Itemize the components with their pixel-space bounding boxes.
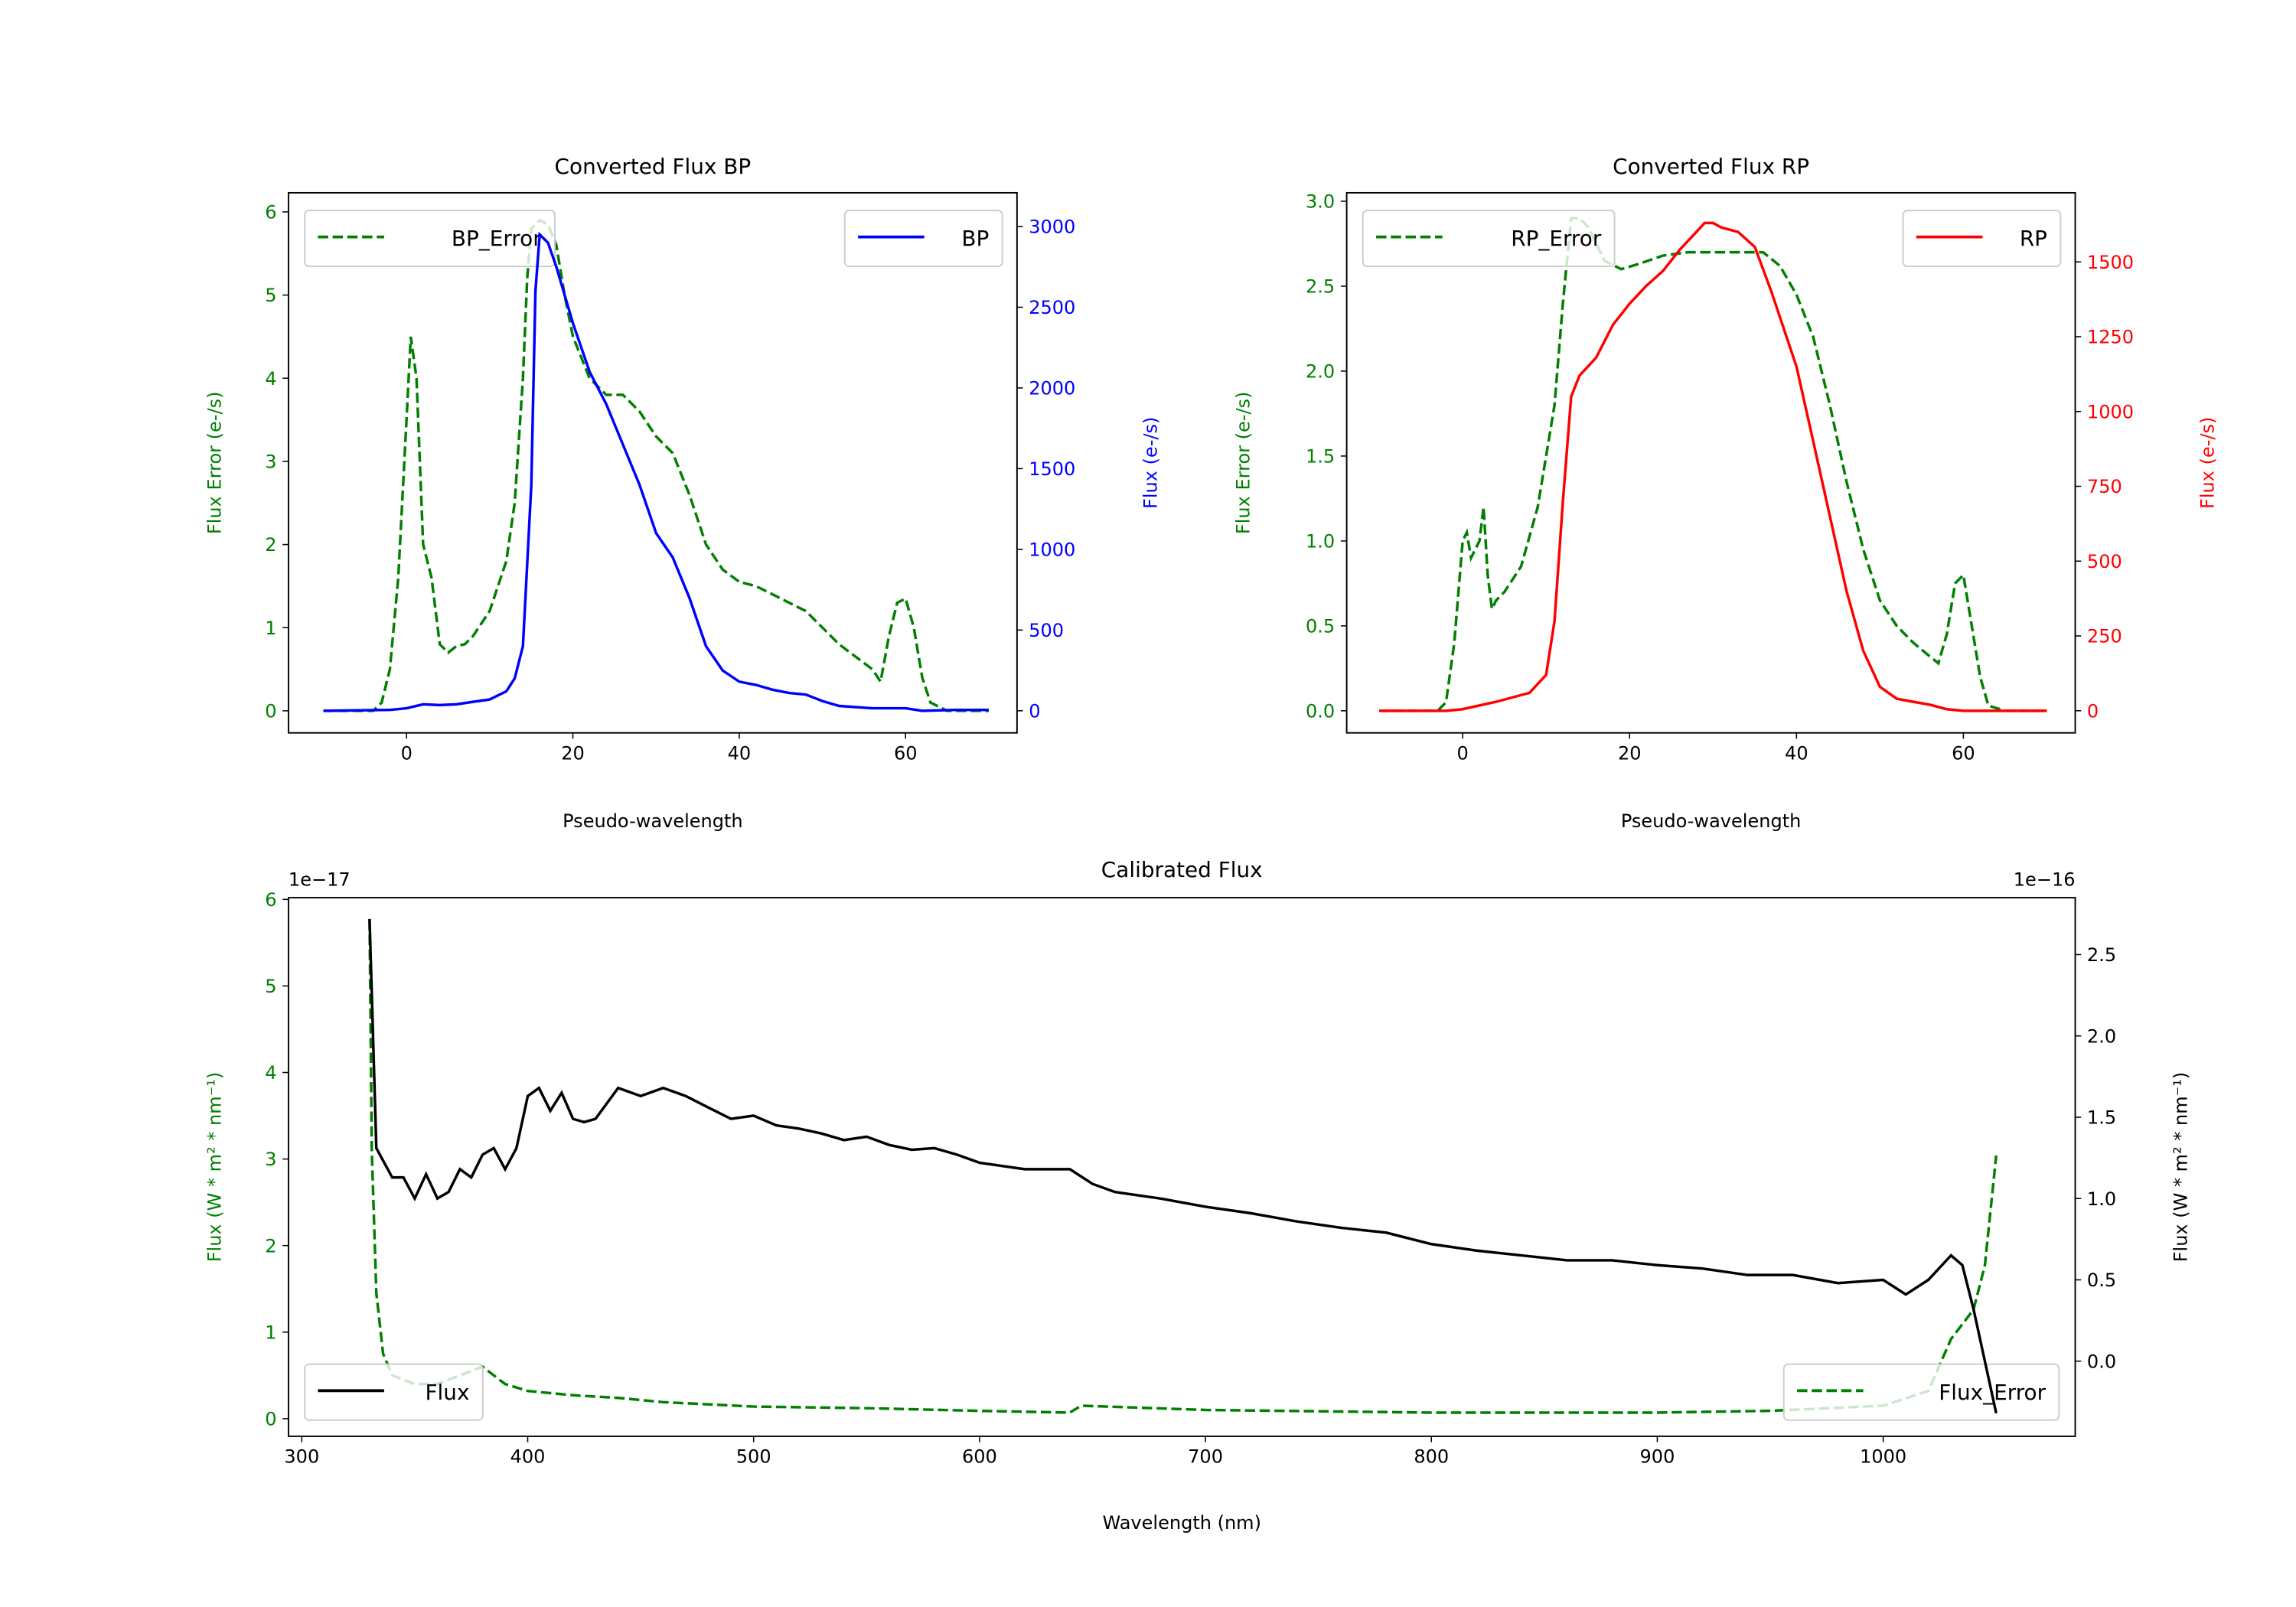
- legend-label: BP_Error: [452, 226, 542, 251]
- rp-right-y-tick-label: 250: [2087, 626, 2122, 647]
- bp-right-y-tick-label: 2000: [1029, 378, 1075, 399]
- rp-left-y-tick-label: 1.0: [1306, 531, 1335, 553]
- rp-left-y-tick-label: 0.5: [1306, 616, 1335, 637]
- cal-left-y-tick-label: 3: [265, 1149, 276, 1170]
- cal-left-y-tick-label: 2: [265, 1235, 276, 1257]
- legend-box: [304, 1363, 484, 1421]
- cal-x-tick-label: 600: [962, 1446, 997, 1468]
- bp-left-y-tick-label: 3: [265, 451, 276, 473]
- cal-x-tick-label: 700: [1188, 1446, 1223, 1468]
- cal-x-tick-label: 900: [1640, 1446, 1675, 1468]
- rp-left-y-tick-label: 1.5: [1306, 446, 1335, 468]
- rp-left-y-tick-label: 3.0: [1306, 191, 1335, 213]
- cal-x-tick-label: 800: [1414, 1446, 1449, 1468]
- cal-right-y-axis-label: Flux (W * m² * nm⁻¹): [2170, 1072, 2192, 1263]
- cal-x-tick-label: 400: [510, 1446, 546, 1468]
- bp-left-y-tick-label: 6: [265, 202, 276, 223]
- cal-x-tick-label: 300: [284, 1446, 319, 1468]
- bp-axes-frame: [287, 191, 1018, 734]
- rp-series-rp: [1379, 221, 2047, 712]
- rp-left-y-axis-label: Flux Error (e-/s): [1233, 392, 1254, 535]
- cal-right-y-tick-label: 2.5: [2087, 944, 2116, 966]
- cal-right-y-tick-label: 1.5: [2087, 1107, 2116, 1129]
- bp-x-tick-label: 40: [728, 742, 752, 764]
- cal-right-offset-label: 1e−16: [2014, 869, 2076, 891]
- bp-left-y-tick-label: 5: [265, 285, 276, 306]
- bp-right-y-axis-label: Flux (e-/s): [1140, 417, 1162, 509]
- rp-left-y-tick-label: 0.0: [1306, 700, 1335, 722]
- rp-right-y-axis-label: Flux (e-/s): [2197, 417, 2218, 509]
- cal-left-y-axis-label: Flux (W * m² * nm⁻¹): [204, 1072, 225, 1263]
- rp-right-y-tick-label: 750: [2087, 476, 2122, 497]
- bp-legend-right: BP: [843, 210, 1003, 268]
- cal-left-y-tick-label: 4: [265, 1062, 276, 1084]
- legend-label: RP: [2020, 226, 2047, 251]
- rp-x-tick-label: 60: [1952, 742, 1975, 764]
- cal-left-y-tick-label: 5: [265, 976, 276, 997]
- cal-right-y-tick-label: 2.0: [2087, 1025, 2116, 1047]
- bp-x-tick-label: 60: [894, 742, 918, 764]
- cal-left-offset-label: 1e−17: [289, 869, 351, 891]
- cal-right-y-tick-label: 0.0: [2087, 1351, 2116, 1372]
- rp-legend-right: RP: [1902, 210, 2062, 268]
- cal-x-tick-label: 1000: [1860, 1446, 1906, 1468]
- rp-right-y-tick-label: 1250: [2087, 327, 2134, 348]
- rp-left-y-tick-label: 2.5: [1306, 276, 1335, 298]
- cal-right-y-tick-label: 0.5: [2087, 1270, 2116, 1291]
- bp-chart: Converted Flux BP Pseudo-wavelength Flux E…: [204, 154, 1161, 832]
- bp-left-y-axis-label: Flux Error (e-/s): [204, 392, 225, 535]
- rp-left-y-tick-label: 2.0: [1306, 361, 1335, 383]
- rp-series-rp-error: [1379, 217, 2047, 712]
- bp-title: Converted Flux BP: [555, 154, 752, 179]
- cal-right-y-tick-label: 1.0: [2087, 1188, 2116, 1210]
- rp-right-y-tick-label: 1500: [2087, 252, 2134, 273]
- cal-axes-frame: [287, 897, 2076, 1437]
- cal-x-axis-label: Wavelength (nm): [1103, 1512, 1261, 1534]
- rp-x-tick-label: 0: [1457, 742, 1469, 764]
- cal-series-flux: [368, 918, 1998, 1414]
- legend-label: BP: [961, 226, 989, 251]
- rp-right-y-tick-label: 1000: [2087, 401, 2134, 422]
- rp-right-y-tick-label: 500: [2087, 551, 2122, 572]
- bp-right-y-tick-label: 500: [1029, 620, 1064, 641]
- legend-box: [1362, 210, 1616, 268]
- bp-series-bp: [323, 231, 989, 712]
- cal-chart: Calibrated Flux Wavelength (nm) Flux (W * …: [204, 857, 2191, 1534]
- legend-label: Flux: [426, 1380, 470, 1405]
- bp-x-tick-label: 0: [401, 742, 413, 764]
- cal-x-tick-label: 500: [736, 1446, 771, 1468]
- bp-right-y-tick-label: 1500: [1029, 458, 1075, 480]
- bp-series-bp-error: [323, 218, 989, 712]
- rp-chart: Converted Flux RP Pseudo-wavelength Flux E…: [1233, 154, 2219, 832]
- rp-legend-left: RP_Error: [1362, 210, 1616, 268]
- bp-left-y-tick-label: 2: [265, 534, 276, 556]
- legend-box: [1782, 1363, 2060, 1421]
- cal-legend-right: Flux: [304, 1363, 484, 1421]
- bp-left-y-tick-label: 4: [265, 368, 276, 390]
- rp-x-tick-label: 20: [1618, 742, 1642, 764]
- cal-left-y-tick-label: 0: [265, 1409, 276, 1430]
- rp-x-tick-label: 40: [1785, 742, 1808, 764]
- rp-axes-frame: [1345, 191, 2076, 734]
- bp-x-axis-label: Pseudo-wavelength: [563, 810, 743, 832]
- cal-series-flux-error: [368, 920, 1998, 1414]
- cal-title: Calibrated Flux: [1101, 857, 1263, 882]
- cal-left-y-tick-label: 1: [265, 1322, 276, 1343]
- rp-x-axis-label: Pseudo-wavelength: [1621, 810, 1802, 832]
- bp-left-y-tick-label: 1: [265, 618, 276, 639]
- bp-right-y-tick-label: 0: [1029, 700, 1040, 722]
- bp-right-y-tick-label: 3000: [1029, 217, 1075, 238]
- bp-left-y-tick-label: 0: [265, 701, 276, 722]
- bp-legend-left: BP_Error: [304, 210, 556, 268]
- bp-x-tick-label: 20: [561, 742, 585, 764]
- legend-label: RP_Error: [1511, 226, 1602, 251]
- bp-right-y-tick-label: 1000: [1029, 539, 1075, 561]
- cal-left-y-tick-label: 6: [265, 889, 276, 911]
- rp-title: Converted Flux RP: [1613, 154, 1809, 179]
- cal-legend-left: Flux_Error: [1782, 1363, 2060, 1421]
- rp-right-y-tick-label: 0: [2087, 700, 2099, 722]
- bp-right-y-tick-label: 2500: [1029, 297, 1075, 318]
- legend-box: [304, 210, 556, 268]
